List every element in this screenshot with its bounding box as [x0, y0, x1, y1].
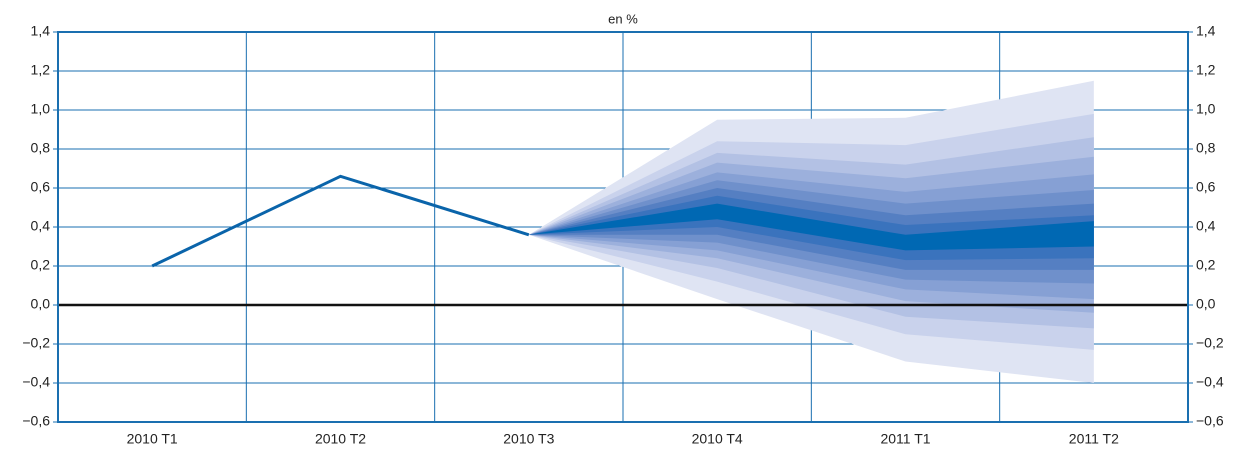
x-tick-label: 2011 T1	[880, 431, 930, 447]
y2-tick-label: 1,0	[1196, 101, 1216, 117]
y-tick-label: 0,6	[31, 179, 51, 195]
y2-tick-label: 0,4	[1196, 218, 1216, 234]
line-series	[151, 174, 530, 268]
y-tick-label: 0,2	[31, 257, 51, 273]
x-tick-label: 2010 T1	[127, 431, 178, 447]
y-tick-label: −0,2	[22, 335, 50, 351]
x-tick-label: 2010 T2	[315, 431, 366, 447]
y-tick-label: 0,8	[31, 140, 51, 156]
y-tick-label: 0,0	[31, 296, 51, 312]
y2-tick-label: −0,6	[1196, 413, 1224, 429]
y2-tick-label: −0,4	[1196, 374, 1224, 390]
x-tick-label: 2011 T2	[1069, 431, 1119, 447]
plot-frame	[57, 31, 1189, 423]
chart-subtitle: en %	[608, 11, 638, 26]
y-tick-label: 1,0	[31, 101, 51, 117]
y-tick-label: 1,4	[31, 23, 51, 39]
y2-tick-label: 1,2	[1196, 62, 1216, 78]
x-tick-label: 2010 T3	[503, 431, 554, 447]
y2-tick-label: 0,0	[1196, 296, 1216, 312]
x-tick-label: 2010 T4	[692, 431, 743, 447]
y-tick-label: −0,4	[22, 374, 50, 390]
y2-tick-label: 0,6	[1196, 179, 1216, 195]
y2-tick-label: −0,2	[1196, 335, 1224, 351]
y-tick-label: 1,2	[31, 62, 51, 78]
y-tick-label: −0,6	[22, 413, 50, 429]
y2-tick-label: 0,2	[1196, 257, 1216, 273]
y-tick-label: 0,4	[31, 218, 51, 234]
y2-tick-label: 1,4	[1196, 23, 1216, 39]
fan-band	[528, 203, 1094, 251]
y2-tick-label: 0,8	[1196, 140, 1216, 156]
